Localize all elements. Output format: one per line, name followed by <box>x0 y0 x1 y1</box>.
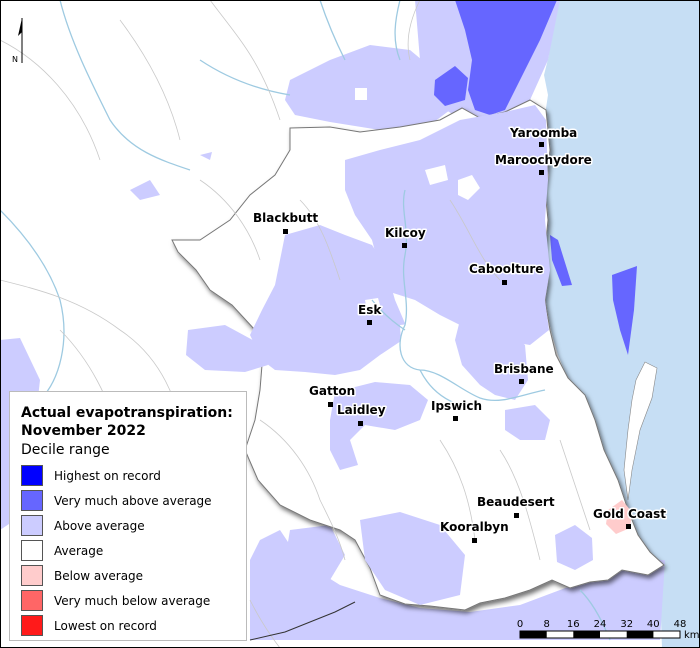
legend-swatch <box>21 615 43 636</box>
legend-swatch <box>21 465 43 486</box>
legend-label: Very much below average <box>54 593 211 608</box>
north-label: N <box>12 55 18 64</box>
scale-tick-6: 48 <box>674 619 687 630</box>
town-label-ipswich: Ipswich <box>431 399 482 413</box>
scale-tick-0: 0 <box>517 619 523 630</box>
scale-bar: 0 8 16 24 32 40 48 km <box>517 619 700 641</box>
town-marker-ipswich <box>453 416 458 421</box>
legend-label: Very much above average <box>54 493 212 508</box>
town-label-blackbutt: Blackbutt <box>253 211 318 225</box>
town-label-kilcoy: Kilcoy <box>385 226 426 240</box>
scale-tick-2: 16 <box>567 619 580 630</box>
legend-title: Actual evapotranspiration: November 2022 <box>21 405 233 439</box>
town-label-laidley: Laidley <box>337 403 386 417</box>
island <box>623 361 658 501</box>
legend-label: Average <box>54 543 104 558</box>
town-label-yaroomba: Yaroomba <box>509 126 577 140</box>
scale-tick-3: 24 <box>594 619 607 630</box>
town-marker-brisbane <box>519 379 524 384</box>
scale-tick-5: 40 <box>647 619 660 630</box>
legend-item: Average <box>21 538 236 563</box>
scale-unit: km <box>684 630 700 641</box>
north-arrow-icon: N <box>12 18 23 64</box>
legend-swatch <box>21 540 43 561</box>
legend-swatch <box>21 515 43 536</box>
above-average-catchment <box>186 105 593 605</box>
town-marker-gatton <box>328 402 333 407</box>
town-label-esk: Esk <box>358 303 382 317</box>
town-marker-kooralbyn <box>472 538 477 543</box>
town-marker-esk <box>367 320 372 325</box>
average-pockets <box>355 88 480 365</box>
legend-label: Above average <box>54 518 145 533</box>
town-label-gatton: Gatton <box>309 384 355 398</box>
legend-label: Below average <box>54 568 144 583</box>
legend-label: Lowest on record <box>54 618 157 633</box>
legend-item: Above average <box>21 513 236 538</box>
town-label-brisbane: Brisbane <box>494 362 554 376</box>
town-marker-gold-coast <box>626 524 631 529</box>
scale-tick-4: 32 <box>620 619 633 630</box>
town-marker-maroochydore <box>539 170 544 175</box>
legend-item: Below average <box>21 563 236 588</box>
town-marker-beaudesert <box>514 513 519 518</box>
legend: Actual evapotranspiration: November 2022… <box>9 391 247 641</box>
town-marker-caboolture <box>502 280 507 285</box>
very-much-above-average-regions <box>434 0 637 355</box>
state-boundary <box>249 601 356 641</box>
legend-item: Very much below average <box>21 588 236 613</box>
legend-swatch <box>21 590 43 611</box>
town-marker-kilcoy <box>402 243 407 248</box>
town-label-caboolture: Caboolture <box>469 262 543 276</box>
legend-swatch <box>21 565 43 586</box>
legend-item: Highest on record <box>21 463 236 488</box>
town-label-beaudesert: Beaudesert <box>477 495 555 509</box>
scale-tick-1: 8 <box>544 619 550 630</box>
town-marker-blackbutt <box>283 229 288 234</box>
legend-label: Highest on record <box>54 468 161 483</box>
town-markers <box>283 142 631 543</box>
legend-swatch <box>21 490 43 511</box>
town-label-gold-coast: Gold Coast <box>593 507 666 521</box>
town-label-kooralbyn: Kooralbyn <box>440 520 509 534</box>
town-marker-laidley <box>358 421 363 426</box>
town-label-maroochydore: Maroochydore <box>495 153 592 167</box>
legend-item: Lowest on record <box>21 613 236 638</box>
rivers <box>0 0 611 641</box>
legend-subtitle: Decile range <box>21 442 110 458</box>
below-average-region <box>606 500 632 534</box>
legend-item: Very much above average <box>21 488 236 513</box>
town-marker-yaroomba <box>539 142 544 147</box>
